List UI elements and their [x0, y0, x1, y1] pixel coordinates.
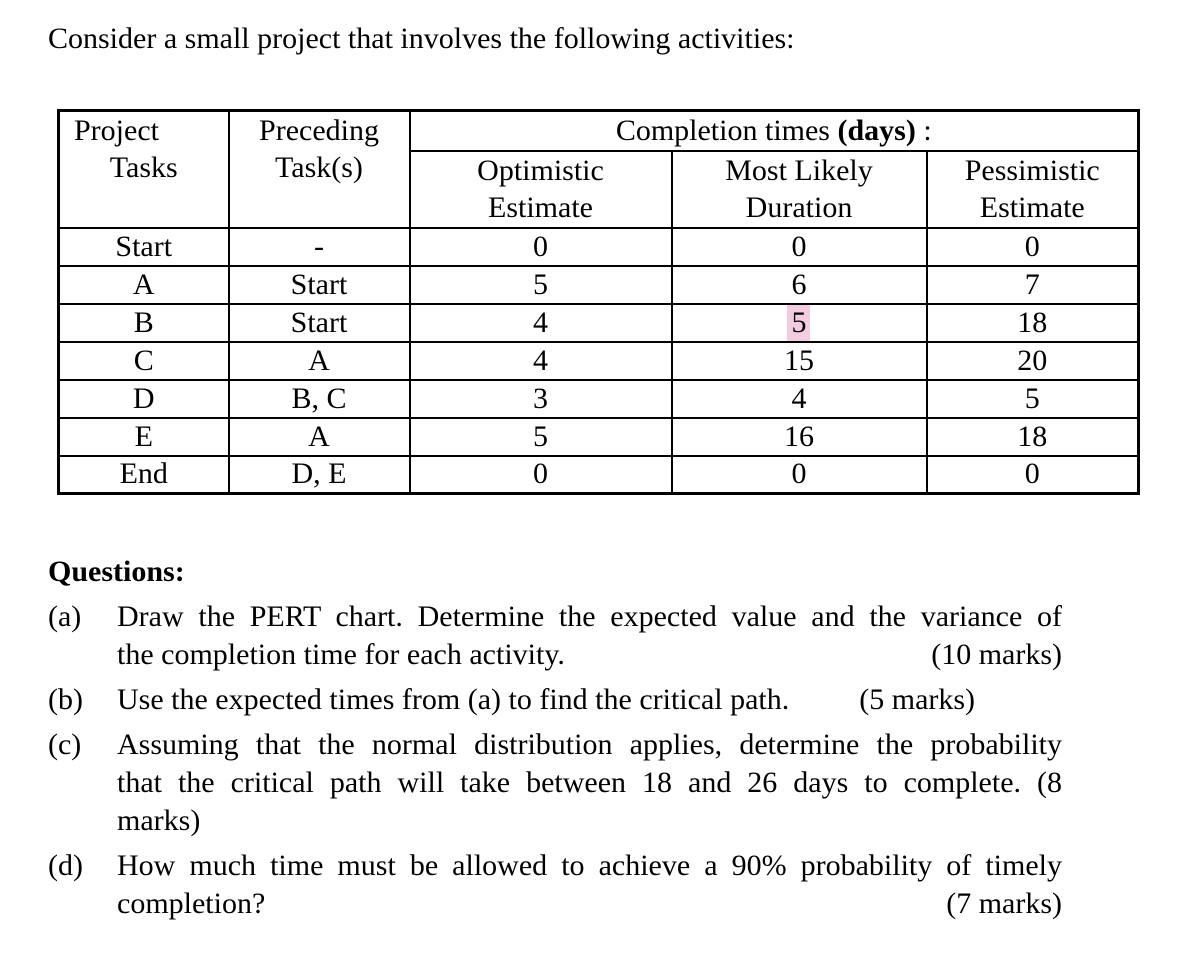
cell-preceding: -	[227, 226, 411, 267]
cell-most-likely: 16	[670, 416, 928, 457]
cell-task: D	[57, 378, 230, 419]
header-preceding-tasks: Preceding Task(s)	[227, 109, 411, 229]
question-body-d: How much time must be allowed to achieve…	[117, 847, 1062, 923]
cell-optimistic: 0	[408, 454, 673, 495]
question-a-line-2: the completion time for each activity. (…	[117, 636, 1062, 674]
cell-preceding: A	[227, 416, 411, 457]
table-row-start: Start - 0 0 0	[57, 226, 1140, 267]
cell-most-likely: 15	[670, 340, 928, 381]
marks-d: (7 marks)	[946, 887, 1062, 920]
cell-preceding: Start	[227, 264, 411, 305]
cell-preceding: D, E	[227, 454, 411, 495]
cell-optimistic: 0	[408, 226, 673, 267]
header-pessimistic-estimate: Pessimistic Estimate	[925, 149, 1140, 229]
cell-most-likely: 6	[670, 264, 928, 305]
question-body-c: Assuming that the normal distribution ap…	[117, 726, 1062, 840]
cell-pessimistic: 5	[925, 378, 1140, 419]
pessimistic-line: Pessimistic	[964, 154, 1100, 187]
header-most-likely-duration: Most Likely Duration	[670, 149, 928, 229]
header-project-tasks: Project Tasks	[57, 109, 230, 229]
question-c-line-1: Assuming that the normal distribution ap…	[117, 728, 1062, 761]
table-row-a: A Start 5 6 7	[57, 264, 1140, 305]
highlighted-value: 5	[786, 305, 810, 340]
table-row-b: B Start 4 5 18	[57, 302, 1140, 343]
duration-line: Duration	[745, 191, 853, 224]
cell-most-likely: 0	[670, 226, 928, 267]
table-header-row-2: Optimistic Estimate Most Likely Duration…	[59, 149, 1140, 229]
table-header-row-1: Project Tasks Preceding Task(s) Completi…	[57, 109, 1140, 229]
header-project-line: Project	[74, 114, 159, 147]
question-body-b: Use the expected times from (a) to find …	[117, 681, 1062, 719]
table-row-end: End D, E 0 0 0	[57, 454, 1140, 495]
header-completion-times: Completion times (days) :	[408, 109, 1140, 152]
question-label-a: (a)	[48, 600, 82, 633]
cell-preceding: B, C	[227, 378, 411, 419]
header-tasks-s-line: Task(s)	[275, 151, 363, 184]
header-tasks-line: Tasks	[109, 151, 178, 184]
question-c-line-3: marks)	[117, 804, 201, 837]
question-b-line-1: Use the expected times from (a) to find …	[117, 681, 1062, 719]
cell-pessimistic: 7	[925, 264, 1140, 305]
cell-pessimistic: 0	[925, 454, 1140, 495]
header-optimistic-estimate: Optimistic Estimate	[408, 149, 673, 229]
cell-optimistic: 3	[408, 378, 673, 419]
cell-task: C	[57, 340, 230, 381]
cell-task: End	[57, 454, 230, 495]
intro-text: Consider a small project that involves t…	[48, 22, 795, 55]
completion-times-text: Completion times	[615, 113, 838, 147]
cell-most-likely: 4	[670, 378, 928, 419]
table-row-c: C A 4 15 20	[57, 340, 1140, 381]
question-body-a: Draw the PERT chart. Determine the expec…	[117, 598, 1062, 674]
question-item-d: (d) How much time must be allowed to ach…	[48, 847, 1154, 923]
cell-task: B	[57, 302, 230, 343]
cell-task: A	[57, 264, 230, 305]
cell-optimistic: 5	[408, 416, 673, 457]
cell-preceding: A	[227, 340, 411, 381]
cell-most-likely-highlighted: 5	[670, 302, 928, 343]
cell-optimistic: 4	[408, 340, 673, 381]
question-item-a: (a) Draw the PERT chart. Determine the e…	[48, 598, 1154, 674]
cell-task: E	[57, 416, 230, 457]
activities-table: Project Tasks Preceding Task(s) Completi…	[57, 109, 1140, 495]
question-a-line-1: Draw the PERT chart. Determine the expec…	[117, 600, 1062, 633]
cell-most-likely: 0	[670, 454, 928, 495]
question-a-line-2-text: the completion time for each activity.	[117, 638, 565, 671]
cell-preceding: Start	[227, 302, 411, 343]
table-row-d: D B, C 3 4 5	[57, 378, 1140, 419]
questions-heading: Questions:	[48, 555, 185, 588]
question-item-b: (b) Use the expected times from (a) to f…	[48, 681, 1154, 719]
question-b-text: Use the expected times from (a) to find …	[117, 683, 790, 716]
question-label-d: (d)	[48, 849, 83, 882]
cell-pessimistic: 0	[925, 226, 1140, 267]
estimate-line: Estimate	[488, 191, 593, 224]
optimistic-line: Optimistic	[477, 154, 604, 187]
header-preceding-line: Preceding	[259, 114, 379, 147]
marks-b: (5 marks)	[859, 683, 976, 716]
question-item-c: (c) Assuming that the normal distributio…	[48, 726, 1154, 840]
question-d-line-2: completion? (7 marks)	[117, 885, 1062, 923]
completion-days-bold: (days)	[837, 113, 916, 147]
question-d-line-1: How much time must be allowed to achieve…	[117, 849, 1062, 882]
cell-pessimistic: 18	[925, 302, 1140, 343]
question-label-b: (b)	[48, 683, 83, 716]
question-c-line-2: that the critical path will take between…	[117, 766, 1062, 799]
estimate-line-2: Estimate	[979, 191, 1085, 224]
questions-section: Questions: (a) Draw the PERT chart. Dete…	[48, 553, 1154, 923]
most-likely-line: Most Likely	[725, 154, 873, 187]
table-row-e: E A 5 16 18	[57, 416, 1140, 457]
question-d-line-2-text: completion?	[117, 887, 266, 920]
question-label-c: (c)	[48, 728, 82, 761]
cell-pessimistic: 20	[925, 340, 1140, 381]
cell-task: Start	[57, 226, 230, 267]
marks-a: (10 marks)	[931, 638, 1062, 671]
cell-optimistic: 4	[408, 302, 673, 343]
completion-colon: :	[915, 113, 932, 147]
cell-pessimistic: 18	[925, 416, 1140, 457]
cell-optimistic: 5	[408, 264, 673, 305]
